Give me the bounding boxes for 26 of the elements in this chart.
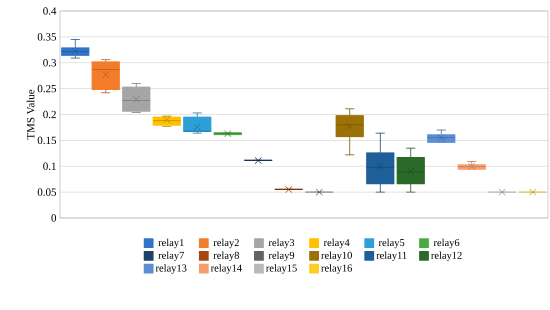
y-axis-title: TMS Value [26, 90, 34, 140]
y-tick-label: 0 [51, 214, 56, 222]
legend-label: relay14 [210, 264, 242, 274]
legend-label: relay16 [321, 264, 352, 274]
y-tick-label: 0.25 [38, 84, 56, 92]
legend-label: relay4 [324, 238, 350, 248]
y-tick-label: 0.3 [43, 59, 56, 66]
legend-label: relay8 [214, 251, 240, 261]
y-tick-label: 0.2 [43, 110, 56, 118]
y-tick-label: 0.1 [43, 162, 56, 170]
legend-label: relay11 [376, 251, 406, 261]
legend-label: relay13 [156, 264, 186, 274]
legend-label: relay1 [158, 238, 184, 248]
y-tick-label: 0.15 [38, 136, 56, 144]
y-tick-label: 0.4 [43, 7, 56, 15]
legend-label: relay6 [434, 238, 460, 248]
y-tick-label: 0.05 [38, 188, 56, 196]
legend-label: relay5 [378, 238, 404, 248]
legend-label: relay10 [321, 251, 352, 261]
legend-label: relay12 [431, 251, 462, 261]
legend-label: relay9 [268, 251, 294, 261]
y-tick-label: 0.35 [38, 33, 56, 41]
legend-label: relay7 [158, 251, 184, 261]
legend-label: relay15 [266, 264, 297, 274]
legend-label: relay2 [214, 238, 239, 248]
legend-label: relay3 [268, 238, 294, 248]
